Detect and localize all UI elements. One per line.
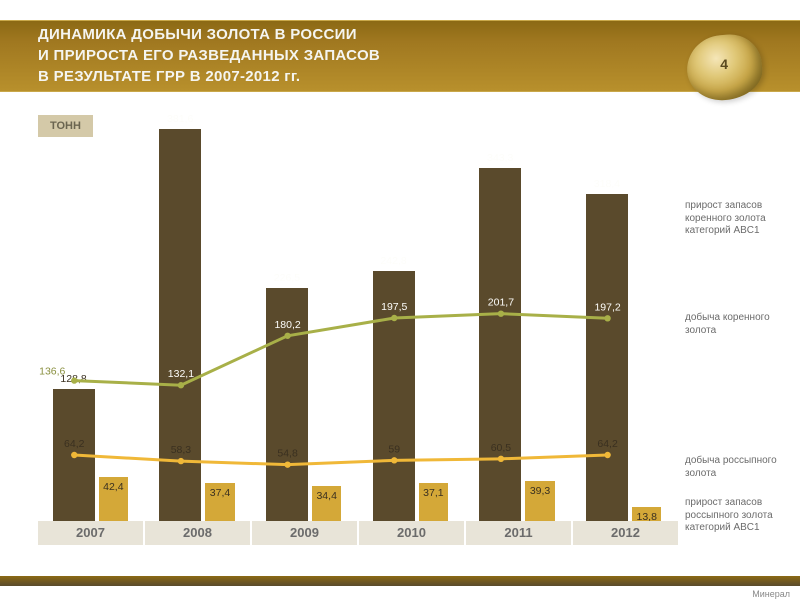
title-line2: И ПРИРОСТА ЕГО РАЗВЕДАННЫХ ЗАПАСОВ xyxy=(38,45,380,66)
line-label-olive: 197,5 xyxy=(381,301,407,313)
line-label-gold: 54,8 xyxy=(277,448,298,460)
line-overlay: 136,6 132,1 180,2 197,5 201,7 197,2 64,2 58,3 54… xyxy=(38,115,678,521)
x-label: 2007 xyxy=(38,521,145,545)
x-label: 2010 xyxy=(359,521,466,545)
legend-olive-line: добыча коренного золота xyxy=(685,312,790,337)
line-label-gold: 60,5 xyxy=(491,442,512,454)
line-label-olive: 136,6 xyxy=(39,366,65,378)
x-label: 2008 xyxy=(145,521,252,545)
line-mining-placer xyxy=(74,455,607,465)
title-line3: В РЕЗУЛЬТАТЕ ГРР В 2007-2012 гг. xyxy=(38,66,380,87)
legend-gold-line: добыча россыпного золота xyxy=(685,455,790,480)
chart-area: 128,842,4381,637,4226,534,4242,837,1343,… xyxy=(38,115,678,545)
legend-gold-bar: прирост запасов россыпного золота катего… xyxy=(685,497,790,535)
footer-text: Минерал xyxy=(752,589,790,599)
line-label-gold: 59 xyxy=(388,443,400,455)
line-label-olive: 197,2 xyxy=(594,301,620,313)
x-label: 2011 xyxy=(466,521,573,545)
line-label-gold: 64,2 xyxy=(64,438,85,450)
line-label-olive: 180,2 xyxy=(274,319,300,331)
line-mining-primary xyxy=(74,314,607,386)
legend-brown-bar: прирост запасов коренного золота категор… xyxy=(685,200,790,238)
title-line1: ДИНАМИКА ДОБЫЧИ ЗОЛОТА В РОССИИ xyxy=(38,24,380,45)
x-label: 2009 xyxy=(252,521,359,545)
x-axis: 200720082009201020112012 xyxy=(38,521,678,545)
line-label-gold: 58,3 xyxy=(171,444,192,456)
page-number: 4 xyxy=(720,56,728,72)
slide-title: ДИНАМИКА ДОБЫЧИ ЗОЛОТА В РОССИИ И ПРИРОС… xyxy=(38,24,380,87)
footer-band xyxy=(0,576,800,586)
line-label-gold: 64,2 xyxy=(597,438,618,450)
line-label-olive: 201,7 xyxy=(488,297,514,309)
x-label: 2012 xyxy=(573,521,678,545)
line-label-olive: 132,1 xyxy=(168,368,194,380)
